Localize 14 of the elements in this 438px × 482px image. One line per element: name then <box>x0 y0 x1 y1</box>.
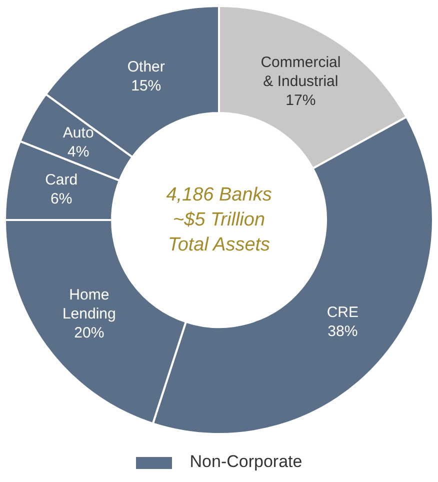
text: Non-Corporate <box>190 452 302 471</box>
data-label: 6% <box>50 190 72 208</box>
text: 4,186 Banks ~$5 Trillion Total Assets <box>166 184 272 256</box>
slice-label: Auto <box>62 124 94 142</box>
slice-label: Card <box>45 172 78 189</box>
data-label: 4% <box>68 143 90 160</box>
data-label: 20% <box>74 324 104 342</box>
slice-label: Commercial & Industrial <box>260 54 341 90</box>
data-label: 15% <box>131 78 162 95</box>
data-label: 17% <box>286 92 316 109</box>
slice-label: Home Lending <box>62 286 116 322</box>
data-label: 38% <box>328 322 358 340</box>
slice-label: Other <box>127 58 165 76</box>
slice-label: CRE <box>326 304 359 321</box>
